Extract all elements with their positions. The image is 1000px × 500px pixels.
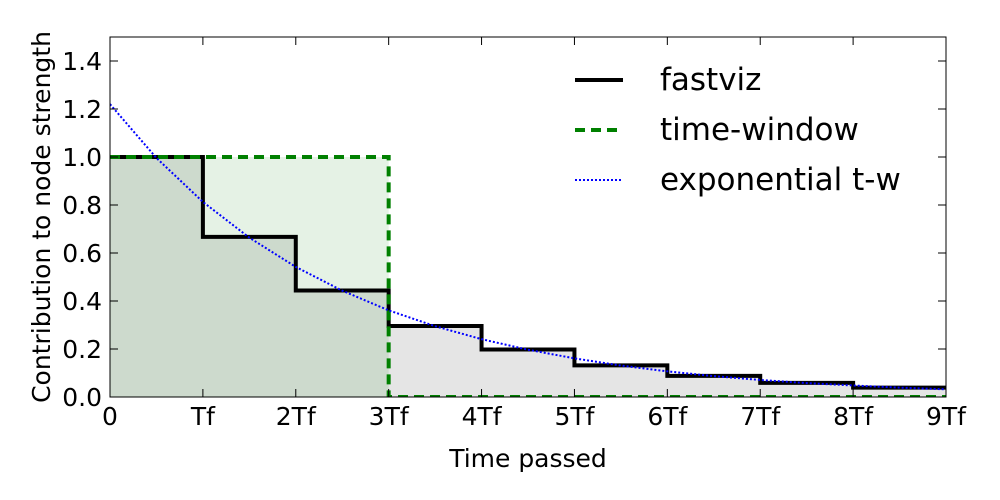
plot: [110, 103, 946, 397]
x-tick-label: 2Tf: [276, 402, 317, 431]
y-tick-label: 0.2: [62, 335, 102, 364]
y-tick-label: 1.2: [62, 95, 102, 124]
x-tick-label: 8Tf: [833, 402, 874, 431]
x-tick-label: 0: [102, 402, 118, 431]
x-tick-label: 5Tf: [554, 402, 595, 431]
legend-label: exponential t-w: [660, 162, 901, 198]
legend-label: time-window: [660, 112, 859, 148]
series-line: [110, 103, 946, 391]
y-tick-label: 1.0: [62, 143, 102, 172]
y-tick-label: 0.6: [62, 239, 102, 268]
x-tick-label: 9Tf: [926, 402, 967, 431]
area: [110, 157, 946, 397]
y-axis-label: Contribution to node strength: [27, 31, 56, 403]
x-tick-label: 4Tf: [462, 402, 503, 431]
x-tick-label: 6Tf: [647, 402, 688, 431]
x-tick-label: 7Tf: [740, 402, 781, 431]
x-axis-label: Time passed: [448, 444, 607, 473]
x-tick-label: 3Tf: [369, 402, 410, 431]
area: [110, 157, 946, 397]
y-tick-label: 0.4: [62, 287, 102, 316]
y-tick-label: 0.0: [62, 383, 102, 412]
y-tick-label: 0.8: [62, 191, 102, 220]
series-line: [110, 155, 946, 390]
plot-frame: [109, 36, 947, 398]
legend-label: fastviz: [660, 62, 761, 98]
x-tick-label: Tf: [190, 402, 216, 431]
y-tick-label: 1.4: [62, 47, 102, 76]
